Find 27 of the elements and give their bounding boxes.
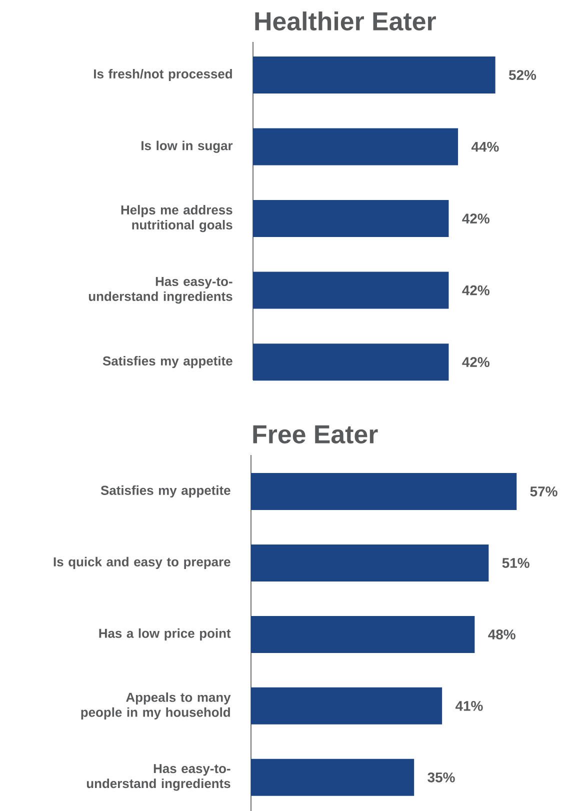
data-label: 52% (508, 70, 536, 80)
data-label: 51% (502, 558, 530, 568)
data-label: 41% (455, 701, 483, 711)
bar (251, 544, 489, 582)
data-label: 35% (428, 772, 455, 782)
y-tick-label: Is low in sugar (142, 140, 233, 153)
y-tick-label: Is quick and easy to prepare (54, 556, 230, 569)
chart-title: Free Eater (253, 425, 378, 444)
data-label: 42% (462, 214, 490, 224)
bar (251, 687, 442, 724)
data-label: 42% (462, 285, 490, 296)
data-label: 44% (471, 142, 499, 152)
y-tick-label: Is fresh/not processed (94, 68, 232, 82)
y-tick-label: Helps me address nutritional goals (121, 205, 232, 232)
data-label: 42% (462, 357, 490, 367)
data-label: 48% (488, 629, 516, 640)
y-tick-label: Has easy-to-understand ingredients (86, 764, 230, 791)
y-tick-label: Satisfies my appetite (102, 356, 232, 368)
data-label: 57% (530, 486, 558, 496)
y-tick-label: Appeals to many people in my household (81, 692, 231, 720)
bar (251, 616, 475, 653)
bar (251, 472, 517, 510)
y-tick-label: Satisfies my appetite (100, 485, 230, 498)
y-tick-label: Has a low price point (99, 628, 231, 640)
bar (251, 758, 414, 796)
chart-title: Healthier Eater (255, 11, 436, 31)
y-tick-label: Has easy-to-understand ingredients (88, 277, 232, 304)
